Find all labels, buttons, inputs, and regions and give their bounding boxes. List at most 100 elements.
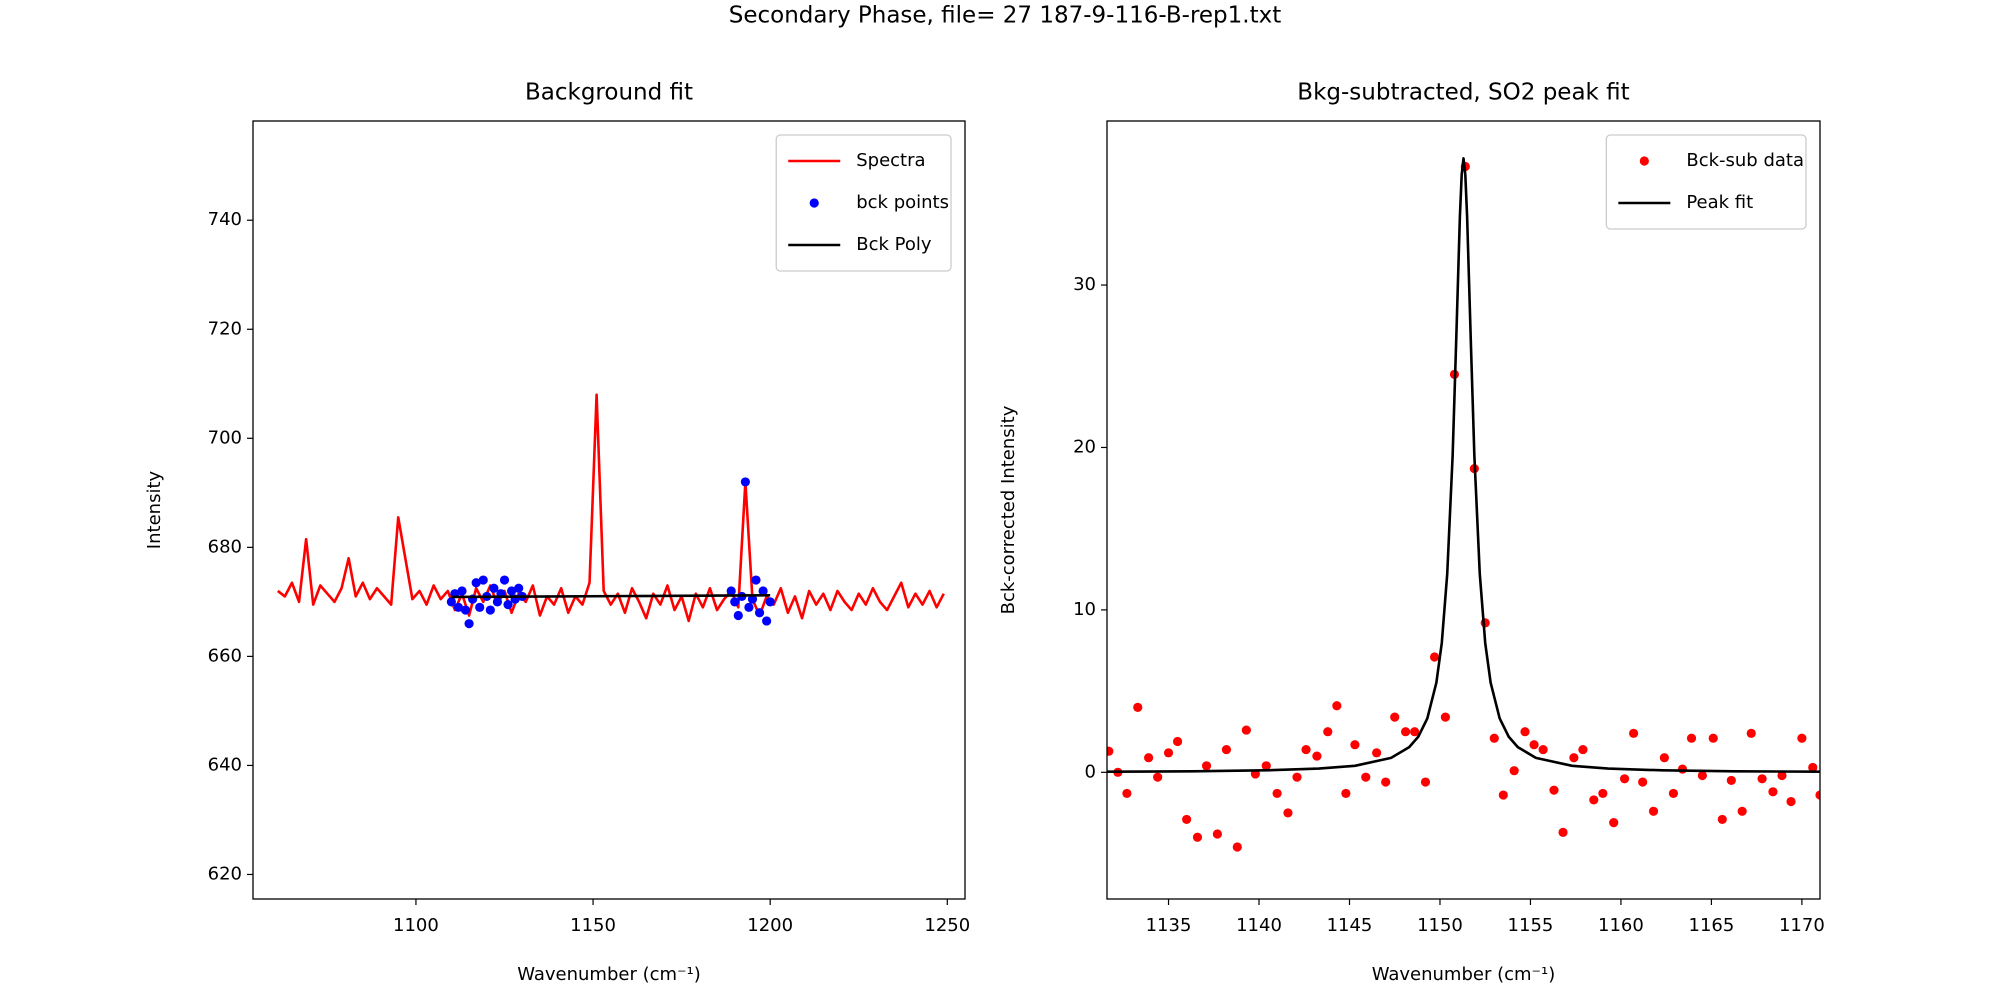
data-point — [1609, 818, 1619, 828]
data-point — [751, 575, 761, 585]
data-point — [1272, 788, 1282, 799]
x-tick-label: 1150 — [1417, 915, 1463, 936]
data-point — [1529, 740, 1539, 750]
data-point — [1221, 744, 1232, 755]
data-point — [1144, 753, 1154, 763]
data-point — [1549, 785, 1559, 795]
data-point — [1598, 788, 1608, 799]
x-tick-label: 1100 — [393, 915, 439, 936]
legend-label: bck points — [856, 192, 949, 213]
data-point — [1283, 808, 1293, 818]
data-point — [1133, 702, 1143, 712]
data-point — [1172, 736, 1183, 747]
subplot-title: Background fit — [525, 80, 693, 106]
legend-frame — [775, 134, 952, 272]
x-tick-label: 1250 — [924, 915, 970, 936]
data-point — [1163, 748, 1174, 758]
data-point — [1708, 733, 1718, 743]
y-tick-label: 620 — [208, 863, 242, 884]
legend-frame — [1605, 134, 1807, 230]
data-point — [1312, 751, 1322, 761]
data-point — [1569, 753, 1579, 763]
data-point — [1808, 762, 1818, 773]
subplot-title: Bkg-subtracted, SO2 peak fit — [1297, 80, 1629, 106]
data-point — [1717, 814, 1727, 825]
data-point — [1429, 652, 1440, 662]
legend-swatch — [1639, 156, 1649, 166]
data-point — [1777, 770, 1787, 781]
y-axis-label: Bck-corrected Intensity — [998, 405, 1019, 614]
y-tick-label: 640 — [208, 754, 242, 775]
data-point — [1381, 777, 1391, 787]
data-point — [1232, 842, 1242, 852]
data-point — [1757, 774, 1767, 784]
data-point — [514, 583, 524, 593]
plot-area — [277, 393, 945, 629]
data-point — [1292, 772, 1302, 782]
data-point — [730, 597, 740, 607]
series-line — [1107, 157, 1820, 773]
data-point — [1589, 795, 1599, 805]
data-point — [1341, 788, 1351, 799]
legend-label: Peak fit — [1686, 192, 1753, 213]
legend: Spectra bck points Bck Poly — [775, 134, 952, 272]
series-line — [277, 393, 945, 623]
y-tick-label: 0 — [1085, 761, 1096, 782]
axes-frame — [252, 120, 966, 900]
data-point — [1677, 764, 1688, 774]
x-tick-label: 1155 — [1508, 915, 1554, 936]
data-point — [1332, 701, 1342, 711]
data-point — [1726, 775, 1736, 786]
data-point — [1410, 727, 1420, 737]
data-point — [499, 575, 510, 585]
series-line — [451, 594, 771, 599]
data-point — [1797, 733, 1807, 743]
y-tick-label: 680 — [208, 536, 242, 557]
legend-label: Bck-sub data — [1686, 150, 1804, 171]
data-point — [1301, 744, 1311, 755]
y-tick-label: 740 — [208, 209, 242, 230]
x-tick-label: 1140 — [1236, 915, 1282, 936]
data-point — [506, 586, 517, 596]
y-tick-label: 30 — [1073, 274, 1096, 295]
y-tick-label: 720 — [208, 318, 242, 339]
data-point — [1241, 725, 1251, 735]
legend-label: Bck Poly — [856, 234, 932, 255]
data-point — [1489, 733, 1499, 743]
y-tick-label: 660 — [208, 645, 242, 666]
data-point — [1480, 618, 1490, 628]
data-point — [740, 477, 750, 487]
data-point — [1498, 790, 1508, 800]
data-point — [446, 597, 456, 607]
data-point — [464, 619, 474, 629]
axes-frame — [1106, 120, 1821, 900]
data-point — [485, 605, 495, 615]
x-axis-label: Wavenumber (cm⁻¹) — [517, 964, 701, 985]
data-point — [1659, 753, 1669, 763]
data-point — [1668, 788, 1679, 799]
plot-area — [1107, 157, 1820, 852]
x-tick-label: 1200 — [747, 915, 793, 936]
data-point — [1201, 761, 1212, 771]
data-point — [1509, 766, 1519, 776]
data-point — [744, 602, 754, 612]
x-tick-label: 1150 — [570, 915, 616, 936]
data-point — [747, 594, 758, 604]
x-tick-label: 1145 — [1327, 915, 1373, 936]
data-point — [1350, 740, 1360, 750]
y-tick-label: 700 — [208, 427, 242, 448]
data-point — [1697, 770, 1707, 781]
data-point — [460, 605, 471, 615]
data-point — [1420, 777, 1431, 787]
data-point — [1361, 772, 1371, 782]
data-point — [1578, 744, 1588, 755]
legend: Bck-sub data Peak fit — [1605, 134, 1807, 230]
data-point — [1122, 788, 1132, 799]
data-point — [1737, 806, 1747, 816]
x-tick-label: 1165 — [1689, 915, 1735, 936]
data-point — [1746, 728, 1756, 738]
x-tick-label: 1160 — [1598, 915, 1644, 936]
legend-label: Spectra — [856, 150, 925, 171]
data-point — [1153, 772, 1163, 782]
